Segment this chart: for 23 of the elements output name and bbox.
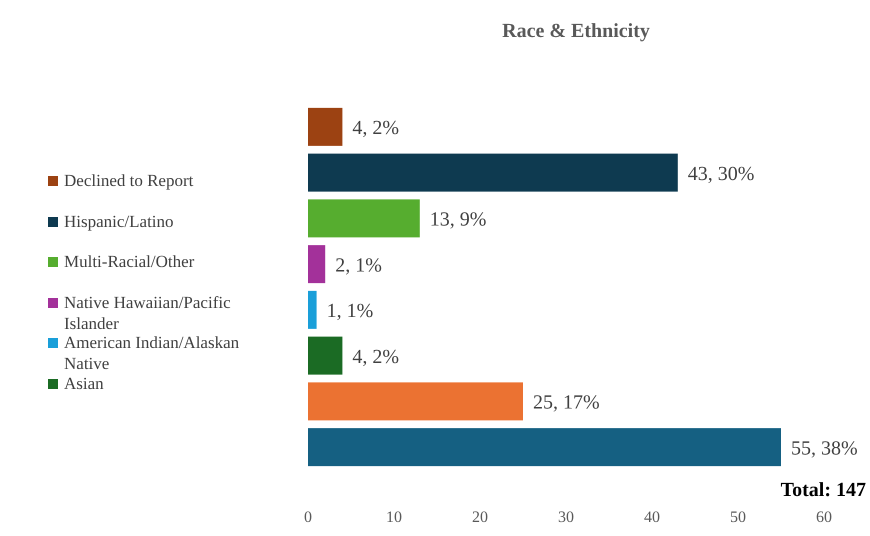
x-tick-label: 20 <box>472 508 488 526</box>
data-label: 13, 9% <box>430 208 486 231</box>
text: Total: 147 <box>780 478 866 502</box>
data-label: 4, 2% <box>352 117 400 140</box>
data-label: 25, 17% <box>533 392 600 414</box>
legend-label: Declined to Report <box>64 170 194 191</box>
data-label: 1, 1% <box>326 300 374 322</box>
x-tick-label: 30 <box>558 508 574 526</box>
legend-label: Native Hawaiian/Pacific Islander <box>64 292 232 334</box>
data-label: 55, 38% <box>791 437 858 460</box>
legend-label: Hispanic/Latino <box>64 210 174 232</box>
data-label: 4, 2% <box>352 346 400 368</box>
x-tick-label: 10 <box>386 508 402 526</box>
chart-title: Race & Ethnicity <box>502 20 650 42</box>
legend-label: Asian <box>64 372 104 394</box>
legend-label: American Indian/Alaskan Native <box>64 332 240 374</box>
x-tick-label: 60 <box>816 508 832 526</box>
legend-label: Multi-Racial/Other <box>64 251 194 272</box>
data-label: 2, 1% <box>335 254 382 276</box>
x-tick-label: 40 <box>644 508 660 526</box>
x-tick-label: 0 <box>304 508 312 526</box>
x-tick-label: 50 <box>730 508 746 526</box>
data-label: 43, 30% <box>688 162 754 185</box>
